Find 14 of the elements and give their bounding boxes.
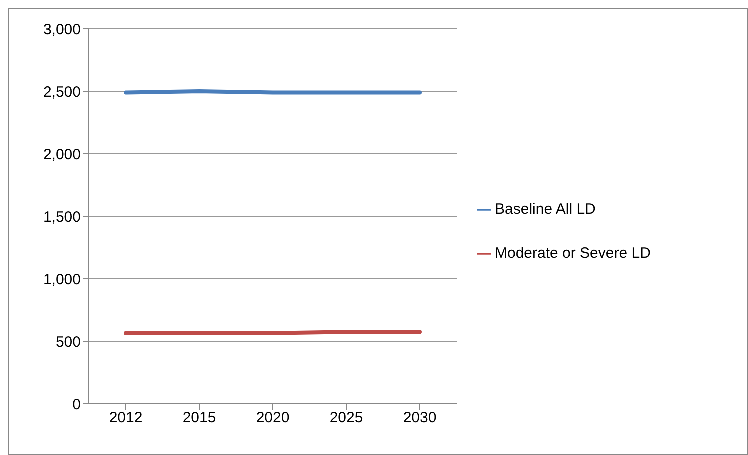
x-tick-label: 2012 [109, 410, 143, 427]
x-tick-label: 2030 [403, 410, 437, 427]
y-tick-label: 1,000 [43, 271, 81, 288]
y-tick-label: 2,500 [43, 84, 81, 101]
x-tick-label: 2025 [330, 410, 364, 427]
y-tick-label: 0 [72, 396, 81, 414]
y-tick-label: 1,500 [43, 208, 81, 226]
y-tick-label: 2,000 [43, 146, 81, 164]
x-tick-label: 2020 [256, 410, 290, 427]
x-tick-label: 2015 [182, 410, 216, 427]
legend-label: Baseline All LD [495, 200, 596, 218]
y-tick-label: 3,000 [43, 21, 81, 38]
legend-label: Moderate or Severe LD [495, 244, 651, 262]
y-tick-label: 500 [56, 334, 81, 351]
